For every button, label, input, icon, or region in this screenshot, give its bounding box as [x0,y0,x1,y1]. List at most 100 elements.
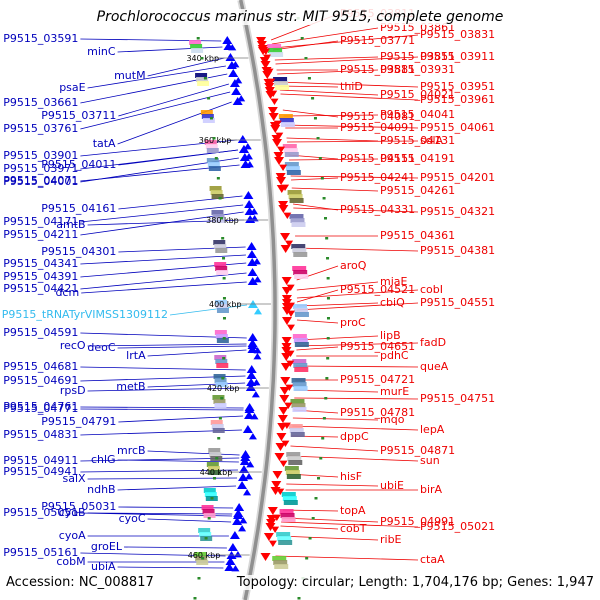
gene-label-p9515-04011[interactable]: P9515_04011 [41,158,116,171]
gene-label-p9515-04211[interactable]: P9515_04211 [3,228,78,241]
gene-label-cyoc[interactable]: cyoC [119,512,146,525]
gene-label-bira[interactable]: birA [420,483,443,496]
gene-label-p9515-04151[interactable]: P9515_04151 [340,152,415,165]
gene-label-p9515-04871[interactable]: P9515_04871 [380,444,455,457]
gene-label-tata[interactable]: tatA [93,137,116,150]
gene-label-cbiq[interactable]: cbiQ [380,296,405,309]
gene-label-p9515-04061[interactable]: P9515_04061 [420,121,495,134]
gene-label-p9515-04761[interactable]: P9515_04761 [3,400,78,413]
gene-label-p9515-04911[interactable]: P9515_04911 [3,454,78,467]
gene-label-p9515-03661[interactable]: P9515_03661 [3,96,78,109]
gene-label-lipb[interactable]: lipB [380,329,401,342]
gene-label-p9515-04331[interactable]: P9515_04331 [340,203,415,216]
gene-label-p9515-04171[interactable]: P9515_04171 [3,215,78,228]
gene-label-p9515-04941[interactable]: P9515_04941 [3,465,78,478]
gene-label-p9515-03771[interactable]: P9515_03771 [340,34,415,47]
gene-label-p9515-03971[interactable]: P9515_03971 [3,162,78,175]
gene-label-chlg[interactable]: chlG [91,453,116,466]
gene-label-p9515-04651[interactable]: P9515_04651 [340,340,415,353]
gene-label-p9515-03961[interactable]: P9515_03961 [420,93,495,106]
gene-label-p9515-03711[interactable]: P9515_03711 [41,109,116,122]
gene-label-p9515-03901[interactable]: P9515_03901 [3,149,78,162]
gene-label-p9515-03951[interactable]: P9515_03951 [420,80,495,93]
gene-label-metb[interactable]: metB [116,380,145,393]
gene-label-ctaa[interactable]: ctaA [420,553,445,566]
gene-label-p9515-04081[interactable]: P9515_04081 [340,110,415,123]
gene-label-miae[interactable]: miaE [380,275,408,288]
gene-label-rpsd[interactable]: rpsD [60,384,86,397]
gene-label-topa[interactable]: topA [340,504,366,517]
gene-label-p9515-03881[interactable]: P9515_03881 [340,63,415,76]
gene-label-mqo[interactable]: mqo [380,413,405,426]
gene-label-p9515-04781[interactable]: P9515_04781 [340,406,415,419]
gene-label-p9515-04091[interactable]: P9515_04091 [340,121,415,134]
gene-label-p9515-04751[interactable]: P9515_04751 [420,392,495,405]
gene-label-p9515-04721[interactable]: P9515_04721 [340,373,415,386]
gene-label-groel[interactable]: groEL [91,540,123,553]
gene-label-cobi[interactable]: cobI [420,283,443,296]
gene-label-amtb[interactable]: amtB [56,218,85,231]
gene-label-p9515-trnatyrvimss1309112[interactable]: P9515_tRNATyrVIMSS1309112 [2,308,168,321]
gene-label-aroq[interactable]: aroQ [340,259,367,272]
gene-label-psae[interactable]: psaE [59,81,85,94]
gene-label-pdhc[interactable]: pdhC [380,349,409,362]
gene-label-p9515-03911[interactable]: P9515_03911 [420,50,495,63]
gene-label-p9515-04021[interactable]: P9515_04021 [380,88,455,101]
gene-label-p9515-05021[interactable]: P9515_05021 [420,520,495,533]
gene-label-ribe[interactable]: ribE [380,533,402,546]
gene-label-p9515-04201[interactable]: P9515_04201 [420,171,495,184]
gene-label-p9515-04341[interactable]: P9515_04341 [3,257,78,270]
gene-label-ubia[interactable]: ubiA [91,560,116,573]
gene-label-p9515-04071[interactable]: P9515_04071 [3,174,78,187]
gene-label-deoc[interactable]: deoC [87,341,115,354]
gene-label-p9515-04551[interactable]: P9515_04551 [420,296,495,309]
gene-label-p9515-04321[interactable]: P9515_04321 [420,205,495,218]
gene-label-p9515-05031[interactable]: P9515_05031 [41,500,116,513]
gene-label-sun[interactable]: sun [420,454,440,467]
gene-label-lepa[interactable]: lepA [420,423,445,436]
gene-label-p9515-04991[interactable]: P9515_04991 [380,515,455,528]
gene-label-proc[interactable]: proC [340,316,366,329]
gene-label-cobt[interactable]: cobT [340,522,367,535]
gene-label-p9515-05051[interactable]: P9515_05051 [3,506,78,519]
gene-label-cyoa[interactable]: cyoA [59,529,86,542]
gene-label-p9515-04391[interactable]: P9515_04391 [3,270,78,283]
gene-label-cyob[interactable]: cyoB [59,506,86,519]
gene-label-p9515-04421[interactable]: P9515_04421 [3,282,78,295]
gene-label-mrcb[interactable]: mrcB [117,444,146,457]
gene-label-sola[interactable]: solA [420,134,444,147]
gene-label-p9515-03591[interactable]: P9515_03591 [3,32,78,45]
gene-label-p9515-04381[interactable]: P9515_04381 [420,244,495,257]
gene-label-reco[interactable]: recO [60,339,86,352]
gene-label-p9515-03761[interactable]: P9515_03761 [3,122,78,135]
gene-label-p9515-04791[interactable]: P9515_04791 [41,415,116,428]
gene-label-dppc[interactable]: dppC [340,430,369,443]
gene-label-thid[interactable]: thiD [340,80,363,93]
gene-label-p9515-04131[interactable]: P9515_04131 [380,134,455,147]
gene-label-p9515-04361[interactable]: P9515_04361 [380,229,455,242]
gene-label-p9515-04301[interactable]: P9515_04301 [41,245,116,258]
gene-label-p9515-03851[interactable]: P9515_03851 [380,50,455,63]
gene-label-p9515-04001[interactable]: P9515_04001 [3,175,78,188]
gene-label-mure[interactable]: murE [380,385,409,398]
gene-label-mutm[interactable]: mutM [114,69,146,82]
gene-label-p9515-04591[interactable]: P9515_04591 [3,326,78,339]
gene-label-ubie[interactable]: ubiE [380,479,404,492]
gene-label-p9515-03931[interactable]: P9515_03931 [380,63,455,76]
gene-label-p9515-04261[interactable]: P9515_04261 [380,184,455,197]
gene-label-p9515-04691[interactable]: P9515_04691 [3,374,78,387]
gene-label-p9515-04521[interactable]: P9515_04521 [340,283,415,296]
gene-labels[interactable]: P9515_03591minCmutMpsaEP9515_03661P9515_… [2,7,495,573]
gene-label-lrta[interactable]: lrtA [126,349,146,362]
gene-label-minc[interactable]: minC [87,45,116,58]
gene-label-p9515-04041[interactable]: P9515_04041 [380,108,455,121]
gene-label-dcm[interactable]: dcm [55,286,79,299]
gene-label-p9515-04241[interactable]: P9515_04241 [340,171,415,184]
gene-label-salx[interactable]: salX [63,472,87,485]
gene-label-cobm[interactable]: cobM [56,555,85,568]
gene-label-fadd[interactable]: fadD [420,336,446,349]
gene-label-p9515-04191[interactable]: P9515_04191 [380,152,455,165]
gene-label-p9515-04771[interactable]: P9515_04771 [3,402,78,415]
gene-label-p9515-04681[interactable]: P9515_04681 [3,360,78,373]
gene-label-p9515-04831[interactable]: P9515_04831 [3,428,78,441]
